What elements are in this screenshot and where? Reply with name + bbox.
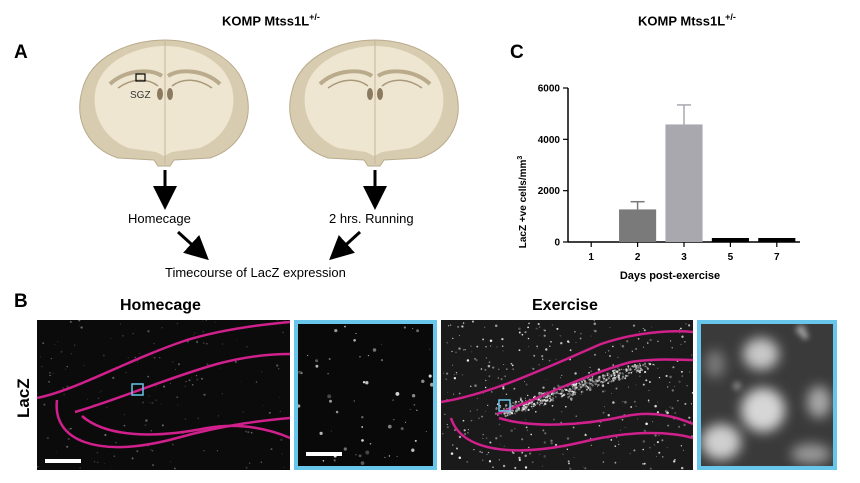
panel-a-header-text: KOMP Mtss1L [222, 13, 310, 29]
panel-a-header-sup: +/- [309, 12, 320, 22]
y-axis-label-sup: 3 [517, 156, 524, 160]
x-tick-label-5: 5 [728, 252, 734, 263]
panel-a-label: A [14, 42, 28, 63]
homecage-condition: Homecage [128, 211, 191, 226]
y-tick-label-1: 2000 [538, 186, 561, 197]
panel-b-label: B [14, 291, 28, 312]
bar-day-3 [665, 124, 703, 242]
exercise-micrograph [441, 320, 693, 470]
x-axis-label: Days post-exercise [620, 270, 720, 282]
panel-c-header: KOMP Mtss1L+/- [638, 12, 736, 28]
x-tick-label-1: 1 [588, 252, 594, 263]
brain-section-left [79, 39, 249, 167]
brain-section-right [289, 39, 459, 167]
zoom-region-box-homecage [131, 383, 144, 396]
arrow-merge-left [176, 230, 209, 261]
homecage-title: Homecage [120, 297, 201, 314]
panel-c-label: C [510, 42, 524, 63]
bar-day-7 [758, 238, 796, 242]
exercise-title: Exercise [532, 297, 598, 314]
x-tick-label-7: 7 [774, 252, 780, 263]
homecage-zoom-panel [294, 320, 437, 470]
y-tick-label-0: 0 [554, 238, 560, 249]
x-tick-label-3: 3 [681, 252, 687, 263]
homecage-micrograph [37, 320, 290, 470]
x-tick-label-2: 2 [635, 252, 641, 263]
panel-a-diagram: SGZ [79, 39, 459, 261]
y-axis-label: LacZ +ve cells/mm3 [517, 156, 529, 249]
bar-day-2 [619, 209, 657, 242]
y-tick-label-3: 6000 [538, 84, 561, 95]
y-tick-label-2: 4000 [538, 135, 561, 146]
sgz-label: SGZ [130, 90, 151, 101]
panel-c-header-sup: +/- [725, 12, 736, 22]
bar-day-5 [711, 238, 749, 242]
y-axis-label-text: LacZ +ve cells/mm [518, 160, 529, 249]
zoom-region-box-exercise [498, 399, 511, 412]
panel-a-header: KOMP Mtss1L+/- [222, 12, 320, 28]
scale-bar-homecage [45, 459, 81, 463]
lacz-bar-chart: LacZ +ve cells/mm3 Days post-exercise 02… [517, 84, 800, 282]
lacz-row-label: LacZ [14, 378, 33, 418]
outcome-label: Timecourse of LacZ expression [165, 265, 346, 280]
arrow-merge-right [329, 230, 362, 261]
exercise-zoom-panel [697, 320, 837, 470]
running-condition: 2 hrs. Running [329, 211, 414, 226]
panel-c-header-text: KOMP Mtss1L [638, 13, 726, 29]
scale-bar-zoom [306, 452, 342, 456]
